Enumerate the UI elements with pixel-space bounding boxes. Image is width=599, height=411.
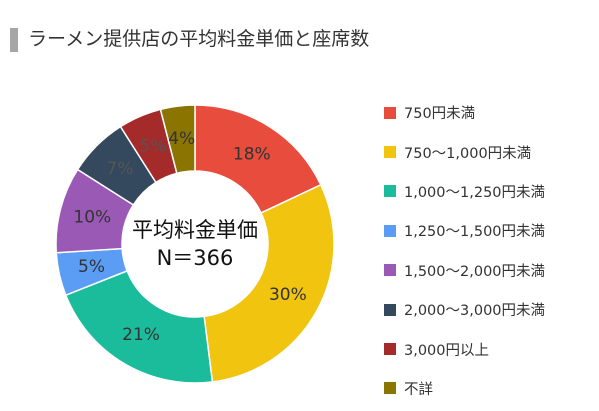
legend-item-5: 1,500〜2,000円未満 — [384, 251, 545, 290]
legend-swatch-2 — [384, 146, 396, 159]
legend-swatch-5 — [384, 264, 396, 277]
legend-label-2: 750〜1,000円未満 — [404, 145, 532, 162]
slice-label-6: 7% — [107, 159, 134, 179]
legend-swatch-6 — [384, 303, 396, 316]
slice-8 — [159, 104, 196, 175]
legend-swatch-3 — [384, 185, 396, 198]
legend-item-3: 1,000〜1,250円未満 — [384, 172, 545, 211]
legend-label-3: 1,000〜1,250円未満 — [404, 184, 546, 201]
slice-3 — [64, 269, 214, 384]
legend-item-4: 1,250〜1,500円未満 — [384, 211, 545, 250]
legend-swatch-7 — [384, 343, 396, 356]
slice-label-4: 5% — [78, 257, 105, 277]
legend-label-7: 3,000円以上 — [404, 342, 490, 359]
center-label-2: N＝366 — [157, 246, 234, 270]
legend-item-7: 3,000円以上 — [384, 329, 545, 368]
slice-label-3: 21% — [122, 325, 160, 345]
slice-label-1: 18% — [233, 145, 271, 165]
legend-label-5: 1,500〜2,000円未満 — [404, 263, 546, 280]
legend-swatch-8 — [384, 382, 396, 395]
slice-label-8: 4% — [168, 129, 195, 149]
legend-label-4: 1,250〜1,500円未満 — [404, 224, 546, 241]
chart-legend: 750円未満 750〜1,000円未満 1,000〜1,250円未満 1,250〜1,… — [384, 93, 545, 408]
slice-label-5: 10% — [73, 208, 111, 228]
legend-item-8: 不詳 — [384, 369, 545, 408]
slice-label-7: 5% — [139, 137, 166, 157]
title-accent-bar — [10, 28, 18, 52]
legend-swatch-4 — [384, 224, 396, 237]
legend-label-1: 750円未満 — [404, 106, 476, 123]
legend-item-6: 2,000〜3,000円未満 — [384, 290, 545, 329]
slice-2 — [203, 183, 335, 383]
legend-label-8: 不詳 — [404, 381, 433, 398]
legend-item-2: 750〜1,000円未満 — [384, 132, 545, 171]
center-label-1: 平均料金単価 — [132, 218, 258, 242]
legend-item-1: 750円未満 — [384, 93, 545, 132]
slice-1 — [194, 104, 322, 214]
slice-label-2: 30% — [269, 285, 307, 305]
legend-swatch-1 — [384, 106, 396, 119]
legend-label-6: 2,000〜3,000円未満 — [404, 303, 546, 320]
chart-title: ラーメン提供店の平均料金単価と座席数 — [28, 28, 370, 50]
